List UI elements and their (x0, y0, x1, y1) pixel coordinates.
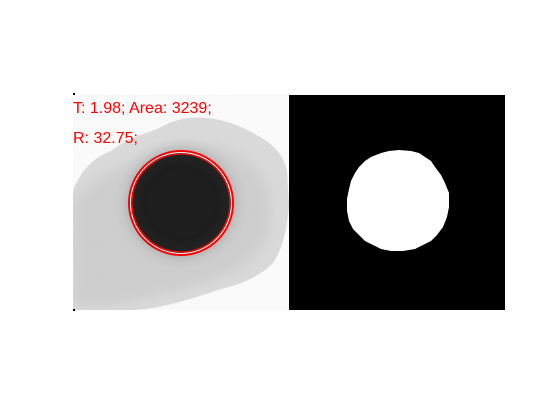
mask-blob (347, 150, 449, 251)
measurement-text-line2: R: 32.75; (73, 131, 138, 147)
binary-mask (289, 95, 505, 310)
axis-corner-top-left (73, 93, 75, 95)
measurement-text-line1: T: 1.98; Area: 3239; (73, 101, 212, 117)
binary-mask-panel (289, 95, 505, 310)
grayscale-image-panel (73, 95, 289, 310)
axis-corner-bottom-left (73, 309, 75, 311)
grayscale-image (73, 95, 289, 310)
